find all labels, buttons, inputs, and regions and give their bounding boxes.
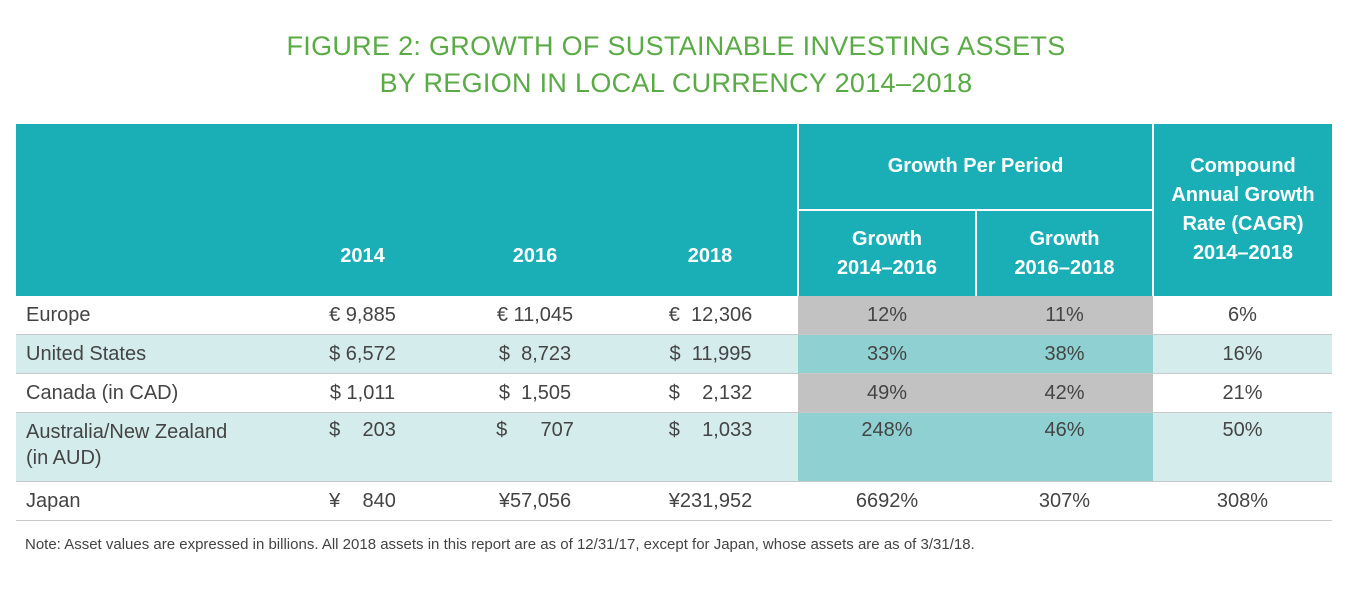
- table-row: United States $ 6,572 $ 8,723 $ 11,995 3…: [16, 334, 1332, 374]
- growth-2016-2018-cell: 11%: [976, 296, 1153, 335]
- region-cell: Japan: [16, 481, 278, 521]
- growth-2014-2016-cell: 33%: [798, 334, 976, 374]
- value-2016-cell: $ 707: [447, 412, 623, 482]
- value-2014-cell: ¥ 840: [278, 481, 447, 521]
- region-line-2: (in AUD): [26, 447, 102, 469]
- assets-table-container: 2014 2016 2018 Growth Per Period Compoun…: [16, 124, 1332, 521]
- value-2014-cell: $ 1,011: [278, 373, 447, 413]
- header-growth-2014-2016: Growth 2014–2016: [797, 210, 976, 296]
- table-row: Japan ¥ 840 ¥57,056 ¥231,952 6692% 307% …: [16, 481, 1332, 521]
- value-2014-cell: $ 203: [278, 412, 447, 482]
- growth-2016-2018-cell: 38%: [976, 334, 1153, 374]
- table-row: Europe € 9,885 € 11,045 € 12,306 12% 11%…: [16, 296, 1332, 335]
- header-region: [16, 124, 278, 296]
- value-2016-cell: € 11,045: [447, 296, 623, 335]
- growth-2014-2016-cell: 248%: [798, 412, 976, 482]
- header-cagr: Compound Annual Growth Rate (CAGR) 2014–…: [1152, 124, 1332, 296]
- table-row: Australia/New Zealand (in AUD) $ 203 $ 7…: [16, 412, 1332, 482]
- value-2018-cell: $ 1,033: [623, 412, 798, 482]
- header-growth-2016-2018: Growth 2016–2018: [975, 210, 1153, 296]
- header-2016: 2016: [447, 124, 623, 296]
- region-line-1: Australia/New Zealand: [26, 421, 228, 443]
- growth-2016-2018-cell: 42%: [976, 373, 1153, 413]
- region-cell: Australia/New Zealand (in AUD): [16, 412, 278, 482]
- cagr-cell: 6%: [1153, 296, 1332, 335]
- region-cell: Canada (in CAD): [16, 373, 278, 413]
- cagr-cell: 16%: [1153, 334, 1332, 374]
- value-2018-cell: $ 11,995: [623, 334, 798, 374]
- figure-title: FIGURE 2: GROWTH OF SUSTAINABLE INVESTIN…: [0, 28, 1352, 102]
- value-2014-cell: € 9,885: [278, 296, 447, 335]
- cagr-cell: 21%: [1153, 373, 1332, 413]
- value-2018-cell: € 12,306: [623, 296, 798, 335]
- value-2016-cell: $ 8,723: [447, 334, 623, 374]
- growth-2016-2018-cell: 46%: [976, 412, 1153, 482]
- header-growth-per-period: Growth Per Period: [797, 124, 1153, 211]
- growth-2014-2016-cell: 6692%: [798, 481, 976, 521]
- header-2014: 2014: [278, 124, 447, 296]
- region-cell: Europe: [16, 296, 278, 335]
- assets-table: 2014 2016 2018 Growth Per Period Compoun…: [16, 124, 1332, 521]
- region-cell: United States: [16, 334, 278, 374]
- growth-2016-2018-cell: 307%: [976, 481, 1153, 521]
- header-2018: 2018: [623, 124, 798, 296]
- value-2016-cell: ¥57,056: [447, 481, 623, 521]
- title-line-1: FIGURE 2: GROWTH OF SUSTAINABLE INVESTIN…: [286, 31, 1066, 61]
- growth-2014-2016-cell: 49%: [798, 373, 976, 413]
- growth-2014-2016-cell: 12%: [798, 296, 976, 335]
- value-2016-cell: $ 1,505: [447, 373, 623, 413]
- value-2018-cell: $ 2,132: [623, 373, 798, 413]
- title-line-2: BY REGION IN LOCAL CURRENCY 2014–2018: [379, 68, 973, 98]
- cagr-cell: 308%: [1153, 481, 1332, 521]
- table-note: Note: Asset values are expressed in bill…: [25, 536, 975, 553]
- value-2014-cell: $ 6,572: [278, 334, 447, 374]
- table-row: Canada (in CAD) $ 1,011 $ 1,505 $ 2,132 …: [16, 373, 1332, 413]
- cagr-cell: 50%: [1153, 412, 1332, 482]
- value-2018-cell: ¥231,952: [623, 481, 798, 521]
